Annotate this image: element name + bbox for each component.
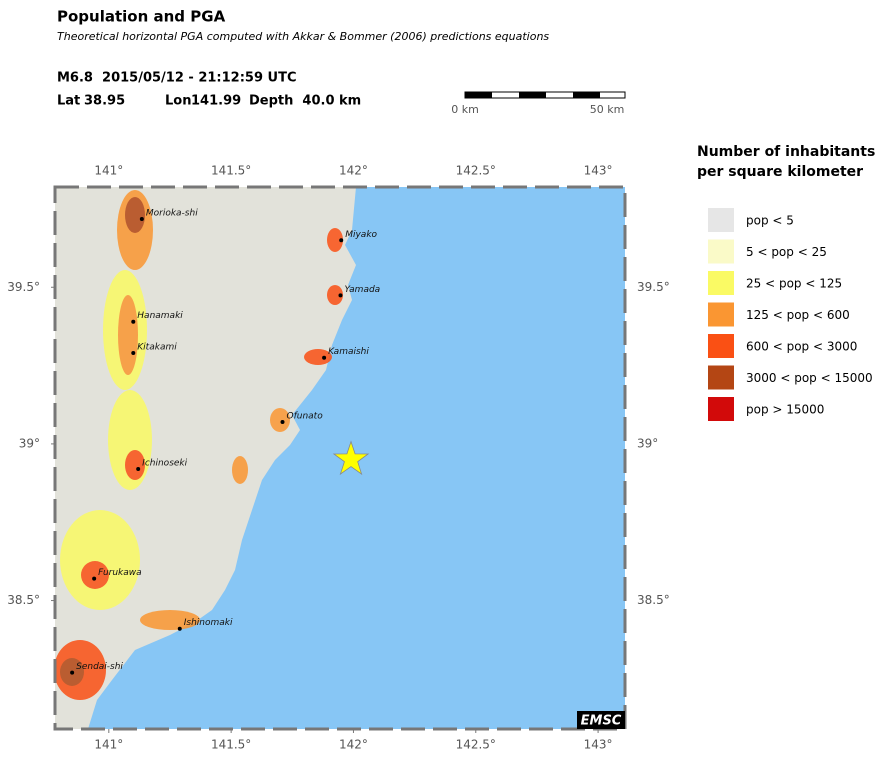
scale-label: 50 km: [590, 103, 625, 116]
x-tick-label: 142.5°: [456, 164, 496, 178]
city-marker: [322, 355, 327, 360]
lon-label: Lon: [165, 94, 191, 109]
city-marker: [92, 576, 97, 581]
lon-value: 141.99: [191, 94, 241, 109]
legend-label: pop > 15000: [746, 403, 824, 417]
x-tick-label: 143°: [584, 164, 613, 178]
lat-label: Lat: [57, 94, 80, 109]
city-marker: [131, 351, 136, 356]
depth: Depth 40.0 km: [249, 94, 361, 109]
x-tick-label: 141.5°: [211, 164, 251, 178]
legend-swatch: [708, 239, 734, 264]
city-label: Ofunato: [287, 411, 324, 421]
legend-swatch: [708, 397, 734, 421]
legend-title: per square kilometer: [697, 164, 863, 180]
city-marker: [177, 626, 182, 631]
subtitle: Theoretical horizontal PGA computed with…: [57, 30, 549, 43]
scale-bar: 0 km 50 km: [451, 91, 626, 116]
legend-label: 3000 < pop < 15000: [746, 371, 873, 385]
event: M6.8 2015/05/12 - 21:12:59 UTC: [57, 71, 296, 86]
city-label: Ishinomaki: [184, 618, 233, 628]
city-marker: [339, 238, 344, 243]
lat-value: 38.95: [84, 94, 125, 109]
logo: EMSC: [581, 714, 622, 729]
legend-label: pop < 5: [746, 214, 794, 228]
y-tick-label: 39.5°: [7, 280, 40, 294]
city-marker: [131, 319, 136, 324]
legend-swatch: [708, 365, 734, 390]
y-tick-label: 39°: [19, 436, 40, 450]
city-label: Kamaishi: [328, 347, 369, 357]
city-label: Sendai-shi: [76, 662, 123, 672]
city-marker: [70, 670, 75, 675]
legend-swatch: [708, 334, 734, 358]
city-marker: [136, 466, 141, 471]
city-label: Morioka-shi: [146, 208, 198, 218]
logo-box: [577, 711, 625, 729]
legend-label: 25 < pop < 125: [746, 277, 842, 291]
city-label: Hanamaki: [137, 311, 183, 321]
legend-label: 600 < pop < 3000: [746, 340, 857, 354]
x-tick-label: 141°: [94, 738, 123, 752]
y-tick-label: 38.5°: [637, 593, 670, 607]
x-tick-label: 141.5°: [211, 738, 251, 752]
y-tick-label: 38.5°: [7, 593, 40, 607]
y-tick-label: 39°: [637, 436, 658, 450]
y-tick-label: 39.5°: [637, 280, 670, 294]
legend-title: Number of inhabitants: [697, 144, 875, 160]
x-tick-label: 142°: [339, 738, 368, 752]
x-tick-label: 142°: [339, 164, 368, 178]
city-label: Ichinoseki: [142, 458, 187, 468]
city-marker: [280, 419, 285, 424]
legend-swatch: [708, 302, 734, 327]
x-tick-label: 141°: [94, 164, 123, 178]
x-tick-label: 142.5°: [456, 738, 496, 752]
city-label: Yamada: [344, 285, 380, 295]
map-frame: [53, 185, 627, 731]
city-label: Miyako: [345, 230, 377, 240]
city-marker: [139, 216, 144, 221]
city-marker: [338, 293, 343, 298]
legend-label: 5 < pop < 25: [746, 245, 827, 259]
epicenter: [332, 440, 370, 476]
x-tick-label: 143°: [584, 738, 613, 752]
legend-swatch: [708, 208, 734, 232]
city-label: Kitakami: [137, 343, 177, 353]
city-label: Furukawa: [98, 568, 142, 578]
legend-label: 125 < pop < 600: [746, 308, 850, 322]
legend-swatch: [708, 271, 734, 295]
title: Population and PGA: [57, 8, 226, 26]
scale-label: 0 km: [451, 103, 479, 116]
